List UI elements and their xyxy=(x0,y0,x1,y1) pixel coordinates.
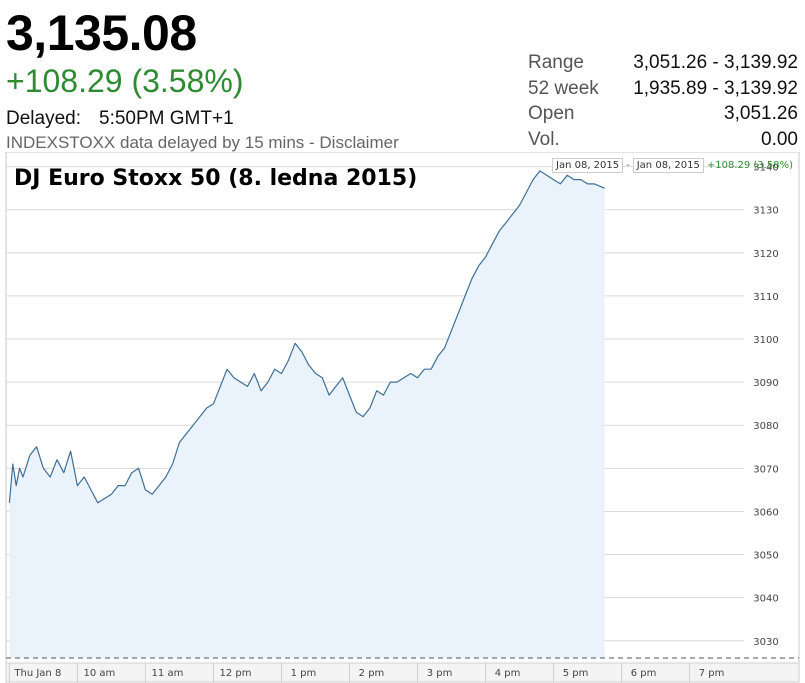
delay-info: Delayed: 5:50PM GMT+1 xyxy=(6,108,234,130)
date-range-selector[interactable]: Jan 08, 2015- Jan 08, 2015 +108.29 (3.58%) xyxy=(552,158,793,173)
price-change: +108.29 (3.58%) xyxy=(6,63,244,99)
stat-label: 52 week xyxy=(528,77,599,99)
x-axis-band xyxy=(5,662,800,683)
stat-label: Open xyxy=(528,103,575,124)
stat-value: 3,051.26 - 3,139.92 xyxy=(633,52,798,73)
chart-title: DJ Euro Stoxx 50 (8. ledna 2015) xyxy=(14,166,418,191)
range-separator: - xyxy=(626,160,630,171)
x-tick-label: 10 am xyxy=(84,668,116,679)
y-tick-label: 3110 xyxy=(753,292,778,303)
data-source-note: INDEXSTOXX data delayed by 15 mins - Dis… xyxy=(6,133,399,152)
range-change: +108.29 (3.58%) xyxy=(706,160,793,171)
y-tick-label: 3030 xyxy=(753,637,778,648)
x-tick-label: 1 pm xyxy=(291,668,317,679)
x-tick-label: 5 pm xyxy=(563,668,589,679)
series-line[interactable] xyxy=(8,170,605,504)
y-tick-label: 3070 xyxy=(753,464,778,475)
y-tick-label: 3140 xyxy=(753,163,778,174)
y-tick-label: 3050 xyxy=(753,551,778,562)
stat-row-range: Range 3,051.26 - 3,139.92 xyxy=(528,52,798,78)
range-start-date[interactable]: Jan 08, 2015 xyxy=(552,158,624,173)
y-tick-label: 3100 xyxy=(753,335,778,346)
stat-value: 1,935.89 - 3,139.92 xyxy=(633,77,798,99)
x-tick-label: 12 pm xyxy=(219,668,251,679)
stat-row-52-week: 52 week 1,935.89 - 3,139.92 xyxy=(528,78,798,104)
delayed-label: Delayed: xyxy=(6,108,81,129)
x-tick-label: 4 pm xyxy=(495,668,521,679)
delayed-time: 5:50PM GMT+1 xyxy=(99,108,234,129)
x-tick-label: 7 pm xyxy=(699,668,725,679)
price-chart[interactable]: 3030 3040 3050 3060 3070 3080 3090 3100 3110 3120… xyxy=(0,152,805,683)
series-area xyxy=(9,170,605,658)
stat-value: 0.00 xyxy=(761,128,798,150)
x-tick-label: 11 am xyxy=(152,668,184,679)
stat-label: Vol. xyxy=(528,128,560,150)
y-tick-label: 3130 xyxy=(753,206,778,217)
y-tick-label: 3090 xyxy=(753,378,778,389)
y-tick-label: 3040 xyxy=(753,594,778,605)
x-tick-label: 3 pm xyxy=(427,668,453,679)
x-tick-label: Thu Jan 8 xyxy=(13,668,61,679)
stat-row-open: Open 3,051.26 xyxy=(528,103,798,129)
last-price: 3,135.08 xyxy=(6,5,197,61)
stat-row-volume: Vol. 0.00 xyxy=(528,129,798,155)
x-tick-label: 2 pm xyxy=(359,668,385,679)
y-tick-label: 3060 xyxy=(753,507,778,518)
stats-table: Range 3,051.26 - 3,139.92 52 week 1,935.… xyxy=(528,52,798,154)
y-tick-label: 3120 xyxy=(753,249,778,260)
x-tick-label: 6 pm xyxy=(631,668,657,679)
range-end-date[interactable]: Jan 08, 2015 xyxy=(632,158,704,173)
stat-label: Range xyxy=(528,52,584,73)
y-tick-label: 3080 xyxy=(753,421,778,432)
stat-value: 3,051.26 xyxy=(724,103,798,124)
